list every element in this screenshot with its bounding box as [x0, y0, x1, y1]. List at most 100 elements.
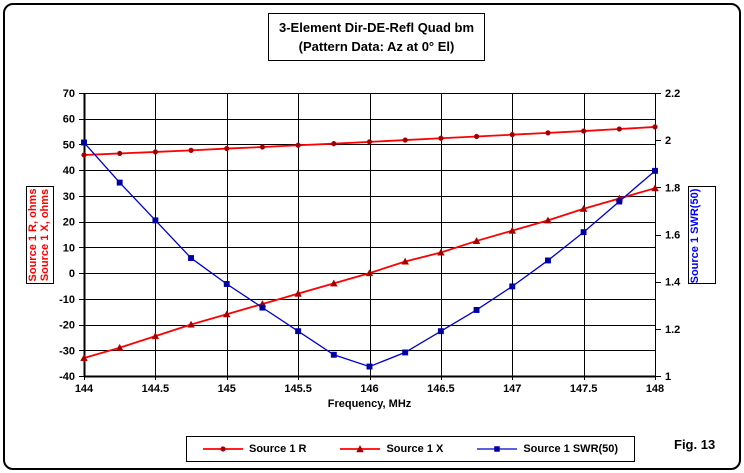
y-right-tick-label: 2.2: [665, 88, 680, 100]
chart-title-line2: (Pattern Data: Az at 0° El): [298, 39, 455, 54]
data-point-triangle: [222, 310, 231, 318]
data-point-circle: [545, 130, 551, 136]
data-point-triangle: [294, 289, 302, 297]
data-point-circle: [473, 133, 480, 140]
y-left-axis-label: Source 1 R, ohms Source 1 X, ohms: [27, 187, 53, 283]
legend-swatch-square-icon: [477, 446, 518, 452]
data-point-square: [116, 179, 123, 186]
y-right-tick-label: 1: [665, 371, 671, 383]
x-tick-label: 147.5: [570, 383, 598, 395]
legend-label-source-1-x: Source 1 X: [386, 443, 444, 455]
data-point-circle: [580, 128, 587, 134]
data-point-circle: [117, 150, 123, 157]
chart-title-line1: 3-Element Dir-DE-Refl Quad bm: [279, 20, 475, 35]
legend-item-source-1-r: Source 1 R: [203, 443, 306, 455]
x-tick-label: 145.5: [284, 383, 312, 395]
series-source-1-x: [80, 184, 659, 362]
data-point-triangle: [508, 226, 517, 234]
data-point-triangle: [579, 204, 588, 212]
y-left-tick-label: 30: [63, 191, 75, 203]
data-point-circle: [152, 149, 159, 155]
data-point-circle: [616, 126, 622, 132]
data-point-triangle: [651, 184, 659, 192]
legend-label-source-1-r: Source 1 R: [249, 443, 307, 455]
data-point-circle: [259, 144, 266, 150]
y-left-tick-label: -40: [59, 371, 75, 383]
data-point-square: [188, 255, 195, 262]
legend-swatch-circle-icon: [203, 446, 243, 452]
y-right-axis-label: Source 1 SWR(50): [689, 188, 701, 284]
legend-swatch-triangle-icon: [340, 444, 381, 453]
data-point-circle: [509, 132, 515, 138]
data-point-square: [223, 281, 230, 287]
legend: Source 1 R Source 1 X Source 1 SWR(50): [186, 436, 636, 462]
data-point-square: [295, 328, 302, 335]
series-source-1-r: [81, 124, 658, 158]
y-left-tick-label: 60: [63, 114, 75, 126]
data-point-circle: [402, 137, 408, 143]
legend-label-source-1-swr: Source 1 SWR(50): [523, 443, 619, 455]
data-point-circle: [331, 141, 337, 147]
y-left-axis-label-box: Source 1 R, ohms Source 1 X, ohms: [26, 186, 54, 284]
x-axis-title: Frequency, MHz: [328, 398, 412, 410]
data-point-triangle: [80, 354, 88, 362]
data-point-triangle: [365, 269, 374, 277]
y-left-axis-label-line2: Source 1 X, ohms: [39, 188, 51, 282]
series-source-1-swr-50-: [81, 139, 658, 370]
data-point-square: [259, 304, 266, 311]
data-point-triangle: [187, 320, 195, 328]
data-point-square: [544, 257, 551, 264]
x-tick-label: 146.5: [427, 383, 455, 395]
tick-labels: 70 60 50 40 30 20 10 0 -10 -20 -30 -40 2.2 2 1.8 1.6 1.4…: [59, 88, 681, 410]
data-point-square: [509, 283, 516, 290]
data-point-circle: [188, 147, 194, 154]
legend-item-source-1-swr: Source 1 SWR(50): [477, 443, 618, 455]
y-right-axis-label-box: Source 1 SWR(50): [688, 186, 716, 284]
data-point-square: [580, 229, 587, 236]
y-left-tick-label: 40: [63, 165, 75, 177]
data-point-square: [402, 349, 409, 356]
data-point-triangle: [401, 257, 410, 265]
y-left-tick-label: -10: [59, 294, 75, 306]
x-tick-label: 147: [503, 383, 521, 395]
y-right-tick-label: 1.6: [665, 230, 680, 242]
y-left-axis-label-line1: Source 1 R, ohms: [27, 188, 39, 282]
data-point-triangle: [472, 237, 481, 244]
data-point-triangle: [437, 248, 445, 256]
data-point-circle: [366, 139, 373, 145]
chart-title-box: 3-Element Dir-DE-Refl Quad bm (Pattern D…: [268, 13, 486, 61]
data-point-triangle: [329, 279, 338, 287]
data-point-triangle: [151, 332, 160, 340]
data-point-square: [330, 351, 337, 358]
data-point-circle: [295, 142, 301, 148]
y-left-tick-label: 0: [69, 268, 75, 280]
y-left-tick-label: 10: [63, 242, 75, 254]
x-tick-label: 145: [218, 383, 236, 395]
legend-item-source-1-x: Source 1 X: [340, 443, 443, 455]
y-right-tick-label: 1.8: [665, 182, 680, 194]
data-point-circle: [81, 152, 87, 158]
y-left-tick-label: -20: [59, 320, 75, 332]
data-point-circle: [224, 145, 230, 152]
data-point-square: [152, 217, 159, 224]
x-tick-label: 144.5: [142, 383, 170, 395]
data-point-triangle: [544, 216, 552, 224]
data-point-square: [473, 307, 480, 313]
y-left-tick-label: 50: [63, 139, 75, 151]
gridlines: [83, 93, 656, 378]
y-left-tick-label: 70: [63, 88, 75, 100]
data-point-square: [616, 198, 623, 205]
data-point-circle: [438, 135, 444, 141]
x-tick-label: 146: [360, 383, 378, 395]
data-point-square: [437, 328, 444, 335]
data-point-square: [81, 139, 87, 146]
figure-number: Fig. 13: [674, 437, 716, 452]
x-tick-label: 144: [75, 383, 94, 395]
y-right-tick-label: 1.2: [665, 324, 680, 336]
y-left-tick-label: -30: [59, 345, 75, 357]
y-right-tick-label: 1.4: [665, 277, 681, 289]
series-line: [83, 142, 656, 368]
y-right-tick-label: 2: [665, 135, 671, 147]
